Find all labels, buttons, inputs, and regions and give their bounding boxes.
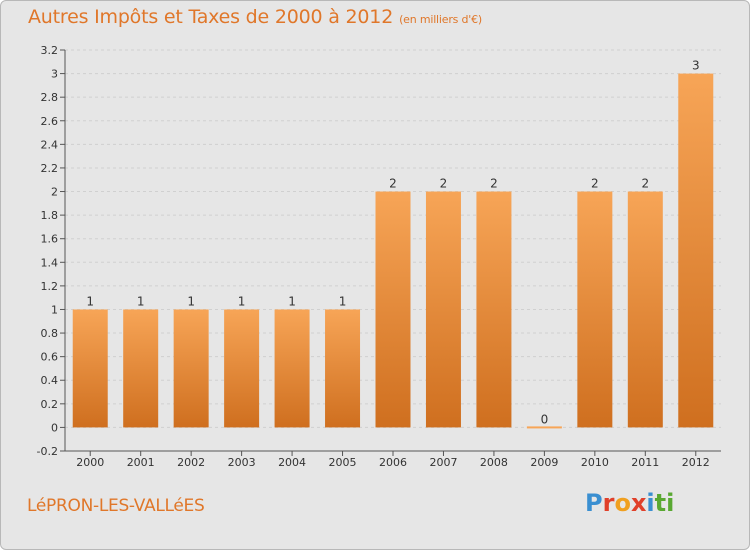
x-tick-label: 2008 xyxy=(480,456,508,469)
data-label: 1 xyxy=(137,294,145,308)
y-tick-label: 1.2 xyxy=(41,280,59,293)
x-tick-label: 2005 xyxy=(329,456,357,469)
bars xyxy=(72,73,714,429)
data-label: 2 xyxy=(591,177,599,191)
x-tick-label: 2006 xyxy=(379,456,407,469)
x-tick-label: 2002 xyxy=(177,456,205,469)
data-label: 2 xyxy=(389,177,397,191)
x-tick-label: 2011 xyxy=(631,456,659,469)
y-tick-label: 0.2 xyxy=(41,398,59,411)
logo-letter: P xyxy=(585,489,603,517)
logo-letter: x xyxy=(630,489,647,517)
title-text: Autres Impôts et Taxes de 2000 à 2012 xyxy=(28,6,394,28)
y-tick-label: 2 xyxy=(51,186,58,199)
y-tick-label: 0 xyxy=(51,421,58,434)
y-tick-label: 2.2 xyxy=(41,162,59,175)
data-label: 1 xyxy=(288,294,296,308)
title-unit: (en milliers d'€) xyxy=(399,13,482,26)
data-label: 2 xyxy=(490,177,498,191)
bar xyxy=(375,191,411,428)
x-tick-label: 2003 xyxy=(228,456,256,469)
y-tick-label: 1 xyxy=(51,303,58,316)
bar xyxy=(476,191,512,428)
commune-name: LéPRON-LES-VALLéES xyxy=(27,496,205,516)
data-label: 1 xyxy=(86,294,94,308)
x-tick-label: 2007 xyxy=(429,456,457,469)
logo-letter: t xyxy=(654,489,667,517)
bar xyxy=(72,309,108,428)
x-tick-label: 2001 xyxy=(127,456,155,469)
data-label: 1 xyxy=(339,294,347,308)
y-tick-label: 3 xyxy=(51,68,58,81)
bar xyxy=(577,191,613,428)
logo-letter: i xyxy=(666,489,675,517)
x-tick-label: 2004 xyxy=(278,456,306,469)
x-tick-label: 2009 xyxy=(530,456,558,469)
data-label: 2 xyxy=(641,177,649,191)
proxiti-logo: Proxiti xyxy=(585,489,674,517)
bar xyxy=(224,309,260,428)
bar xyxy=(627,191,663,428)
x-tick-label: 2010 xyxy=(581,456,609,469)
logo-letter: o xyxy=(614,489,631,517)
y-tick-label: 3.2 xyxy=(41,44,59,57)
y-tick-label: 0.4 xyxy=(41,374,59,387)
bar xyxy=(425,191,461,428)
data-label: 1 xyxy=(187,294,195,308)
data-labels: 1 1 1 1 1 1 2 2 2 0 2 2 3 xyxy=(86,59,699,427)
y-axis: -0.2 0 0.2 0.4 0.6 0.8 1 1.2 1.4 1.6 1.8 2 2.2 2.4 2.6… xyxy=(37,44,66,458)
data-label: 0 xyxy=(541,412,549,426)
bar xyxy=(325,309,361,428)
y-tick-label: 2.6 xyxy=(41,115,59,128)
x-tick-label: 2000 xyxy=(76,456,104,469)
bar xyxy=(274,309,310,428)
x-axis: 2000 2001 2002 2003 2004 2005 2006 2007 2008 2009… xyxy=(65,450,721,469)
bar xyxy=(123,309,159,428)
y-tick-label: 0.6 xyxy=(41,351,59,364)
data-label: 1 xyxy=(238,294,246,308)
y-tick-label: -0.2 xyxy=(37,445,58,458)
y-tick-label: 1.8 xyxy=(41,209,59,222)
y-tick-label: 1.4 xyxy=(41,256,59,269)
logo-letter: r xyxy=(602,489,615,517)
logo-letter: i xyxy=(646,489,655,517)
chart-title: Autres Impôts et Taxes de 2000 à 2012 (en… xyxy=(28,6,482,28)
bar xyxy=(173,309,209,428)
bar xyxy=(678,73,714,428)
data-label: 2 xyxy=(440,177,448,191)
data-label: 3 xyxy=(692,59,700,73)
bar xyxy=(526,426,562,429)
y-tick-label: 2.4 xyxy=(41,138,59,151)
y-tick-label: 2.8 xyxy=(41,91,59,104)
x-tick-label: 2012 xyxy=(682,456,710,469)
y-tick-label: 1.6 xyxy=(41,233,59,246)
y-tick-label: 0.8 xyxy=(41,327,59,340)
